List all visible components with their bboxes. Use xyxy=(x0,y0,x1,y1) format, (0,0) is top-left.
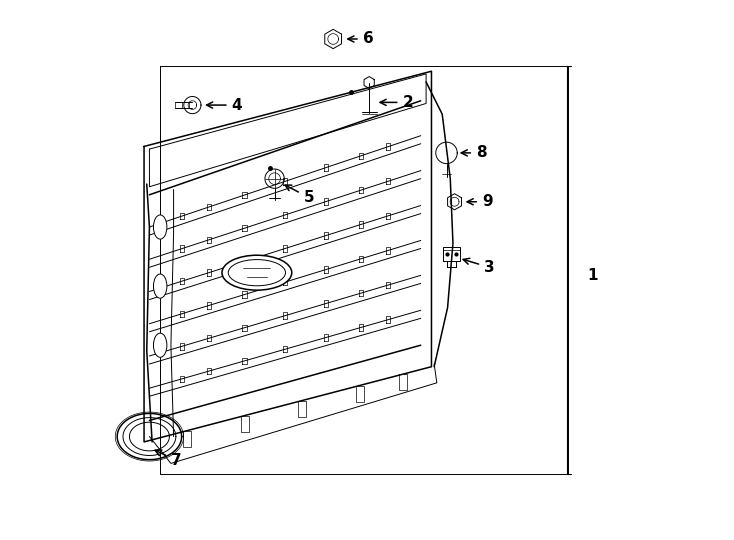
Text: 8: 8 xyxy=(461,145,487,160)
Ellipse shape xyxy=(153,274,167,298)
Text: 6: 6 xyxy=(348,31,374,46)
Ellipse shape xyxy=(222,255,292,290)
Text: 1: 1 xyxy=(587,268,597,283)
Text: 9: 9 xyxy=(467,194,493,210)
Ellipse shape xyxy=(153,215,167,239)
Text: 5: 5 xyxy=(285,185,314,205)
Ellipse shape xyxy=(228,260,286,286)
Ellipse shape xyxy=(153,333,167,357)
Text: 7: 7 xyxy=(155,450,181,468)
Text: 4: 4 xyxy=(206,98,242,112)
Text: 3: 3 xyxy=(463,258,495,275)
Text: 2: 2 xyxy=(380,95,413,110)
